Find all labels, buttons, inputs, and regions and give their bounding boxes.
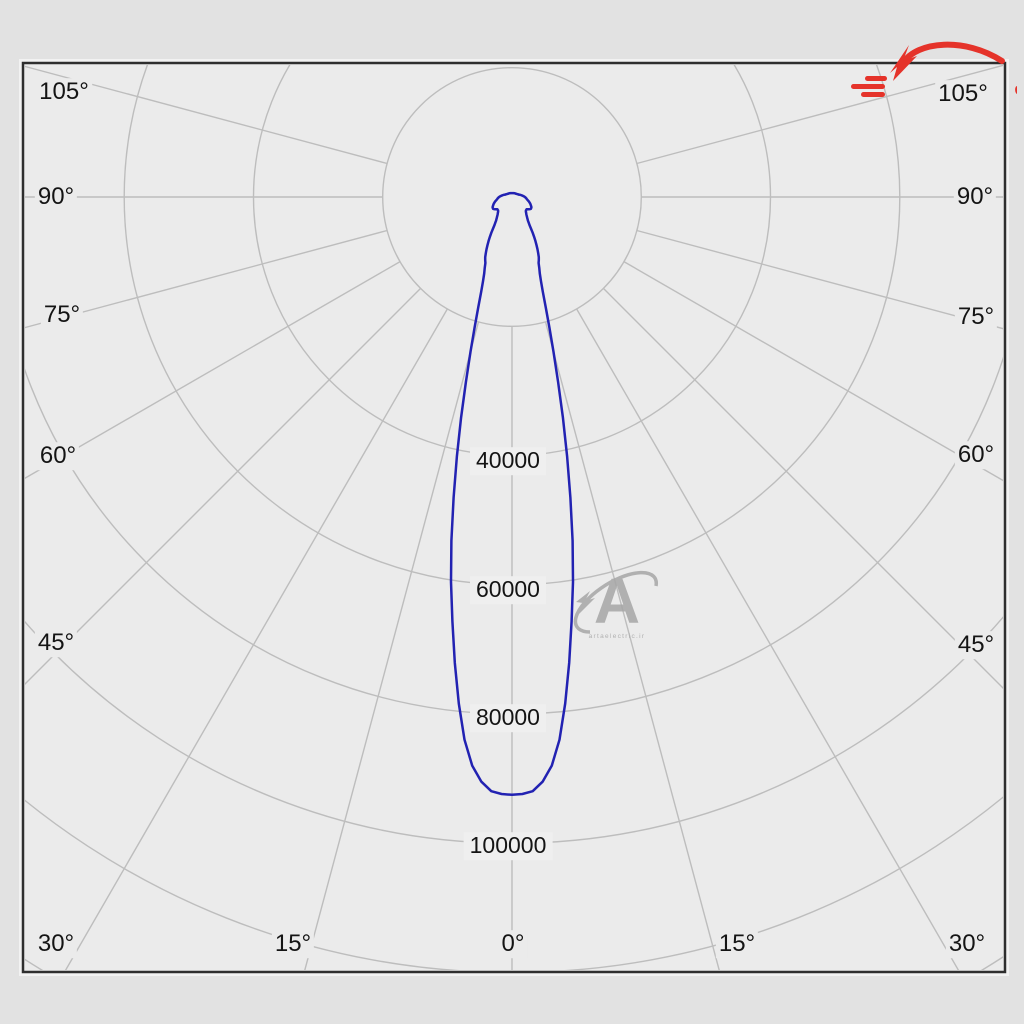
logo-speedline [865,76,887,81]
logo-brand-text: آرتاالکتریک [1013,63,1017,104]
grid-ray [64,308,449,970]
logo-lightning-icon [890,45,917,81]
logo-speedline [861,92,885,97]
logo-swoosh-icon [900,41,1005,66]
grid-ray [25,287,422,685]
grid-ray [636,65,1003,165]
grid-ray [602,287,1003,689]
grid-ray [636,229,1003,330]
grid-ray [544,321,720,970]
intensity-curve [449,191,575,797]
watermark-lightning-icon [576,591,595,614]
grid-ray [25,65,388,165]
watermark: A artaelectric.ir [570,556,670,655]
logo-speedline [851,84,885,89]
watermark-letter: A [594,565,640,637]
watermark-url-text: artaelectric.ir [589,633,646,640]
plot-panel [23,63,1005,972]
grid-ray [623,260,1003,482]
grid-ray [304,321,480,970]
grid-ray [25,260,401,479]
grid-ray [25,229,388,329]
arta-electric-logo: آرتاالکتریک [845,36,1024,111]
chart-frame [21,61,1007,974]
watermark-swoosh-icon [573,570,659,634]
grid-ray [575,308,960,970]
